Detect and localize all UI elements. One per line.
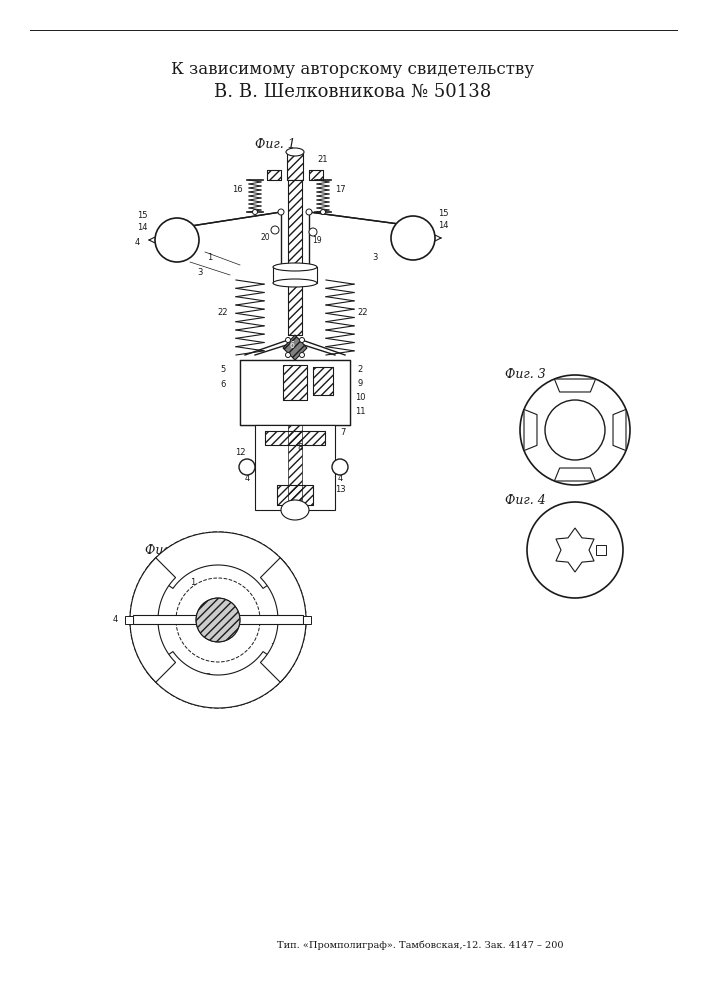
Bar [240,360,350,425]
Text: 22: 22 [218,308,228,317]
Bar [277,485,313,505]
Circle shape [286,338,291,342]
Circle shape [300,338,305,342]
Ellipse shape [286,148,304,156]
Ellipse shape [273,263,317,271]
Polygon shape [260,558,306,682]
Text: 3: 3 [197,268,203,277]
Text: 2: 2 [357,365,363,374]
Circle shape [391,216,435,260]
Polygon shape [146,652,290,708]
Bar [273,267,317,283]
Circle shape [196,598,240,642]
Bar [125,616,133,624]
Circle shape [271,226,279,234]
Polygon shape [283,335,307,360]
Circle shape [520,375,630,485]
Text: 5: 5 [205,673,211,682]
Text: 16: 16 [232,186,243,194]
Bar [313,367,333,395]
Polygon shape [556,528,594,572]
Text: Фиг. 1: Фиг. 1 [255,138,296,151]
Circle shape [300,353,305,358]
Polygon shape [524,409,537,451]
Text: 21: 21 [317,155,327,164]
Polygon shape [554,468,595,481]
Text: 5: 5 [221,365,226,374]
Bar [313,367,333,395]
Circle shape [545,400,605,460]
Text: 3: 3 [270,643,276,652]
Bar [287,152,303,180]
Text: К зависимому авторскому свидетельству: К зависимому авторскому свидетельству [171,62,534,79]
Circle shape [252,210,257,215]
Text: В. В. Шелковникова № 50138: В. В. Шелковникова № 50138 [214,83,491,101]
Text: 1: 1 [207,253,213,262]
Polygon shape [130,558,175,682]
Text: 6: 6 [290,341,294,350]
Bar [283,365,307,400]
Text: Фиг. 3: Фиг. 3 [505,368,546,381]
Bar [309,170,323,180]
Text: 14: 14 [136,223,147,232]
Bar [283,365,307,400]
Circle shape [527,502,623,598]
Text: 12: 12 [235,448,245,457]
Text: 6: 6 [257,561,263,570]
Text: 1: 1 [190,578,196,587]
Bar [265,431,325,445]
Text: 4: 4 [112,615,117,624]
Text: 17: 17 [334,186,345,194]
Bar [277,485,313,505]
Bar [255,425,335,510]
Circle shape [320,210,325,215]
Bar [267,170,281,180]
Text: 8: 8 [298,443,303,452]
Bar [288,425,302,500]
Text: Фиг. 4: Фиг. 4 [505,493,546,506]
Text: 4: 4 [134,238,139,247]
Text: 4: 4 [245,474,250,483]
Circle shape [306,209,312,215]
Text: Фиг. 2: Фиг. 2 [145,544,186,556]
Text: 6: 6 [221,380,226,389]
Text: 15: 15 [438,209,448,218]
Bar [133,615,303,624]
Ellipse shape [273,279,317,287]
Text: 3: 3 [277,595,283,604]
Text: 22: 22 [358,308,368,317]
Text: Тип. «Промполиграф». Тамбовская,‑12. Зак. 4147 – 200: Тип. «Промполиграф». Тамбовская,‑12. Зак… [276,940,563,950]
Bar [303,616,311,624]
Text: 3: 3 [373,253,378,262]
Circle shape [239,459,255,475]
Text: 10: 10 [355,393,366,402]
Text: 11: 11 [355,407,366,416]
Circle shape [155,218,199,262]
Text: 7: 7 [340,428,346,437]
Text: 15: 15 [136,211,147,220]
Circle shape [286,353,291,358]
Ellipse shape [281,500,309,520]
Bar [265,431,325,445]
Bar [288,425,302,500]
Bar [288,180,302,335]
Bar [309,170,323,180]
Circle shape [278,209,284,215]
Bar [288,180,302,335]
Bar [596,545,606,555]
Bar [287,152,303,180]
Polygon shape [613,409,626,451]
Text: 13: 13 [334,485,345,494]
Polygon shape [554,379,595,392]
Text: 19: 19 [312,236,322,245]
Text: 20: 20 [260,233,270,242]
Circle shape [332,459,348,475]
Text: 14: 14 [438,221,448,230]
Text: 4: 4 [337,474,343,483]
Bar [267,170,281,180]
Circle shape [309,228,317,236]
Text: 9: 9 [357,379,363,388]
Polygon shape [146,532,290,588]
